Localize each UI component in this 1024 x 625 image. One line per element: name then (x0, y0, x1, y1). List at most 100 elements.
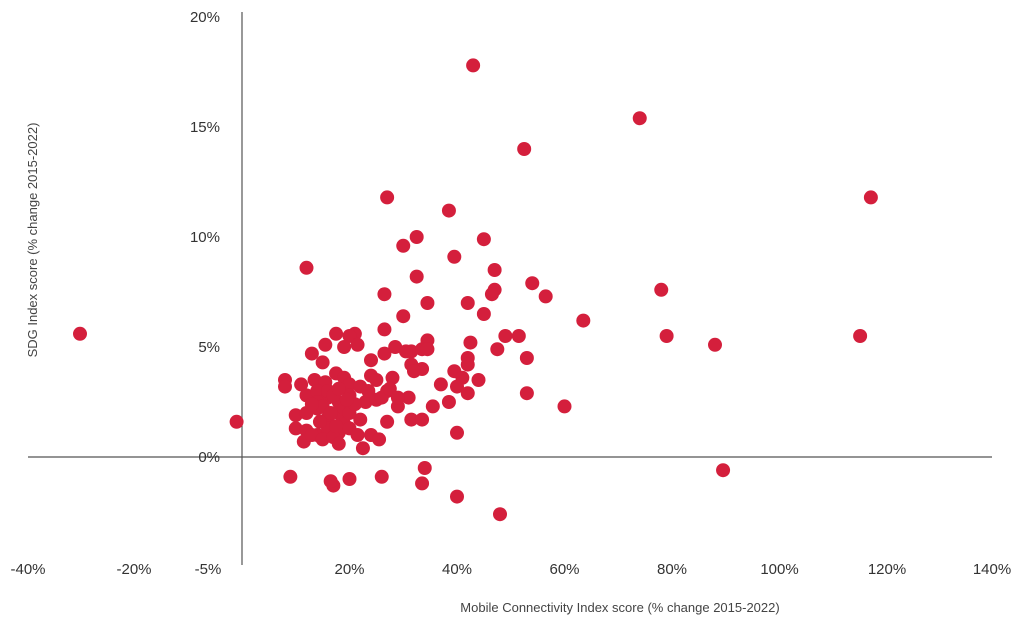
data-point (329, 326, 344, 341)
data-point (420, 342, 435, 357)
data-point (460, 386, 475, 401)
data-point (417, 461, 432, 475)
data-point (342, 377, 357, 392)
x-tick-label: 20% (334, 561, 364, 578)
data-point (404, 412, 419, 427)
data-point (863, 190, 878, 205)
data-point (517, 142, 532, 156)
data-point (498, 329, 513, 343)
data-point (369, 373, 384, 387)
data-point (364, 353, 378, 368)
x-tick-label: -20% (116, 561, 151, 578)
data-point (358, 395, 373, 409)
x-tick-label: 100% (760, 561, 798, 578)
y-tick-label: 0% (198, 449, 220, 466)
data-point (361, 384, 376, 398)
data-point (377, 287, 392, 302)
data-point (299, 260, 314, 275)
data-point (380, 190, 395, 205)
data-point (294, 377, 309, 392)
data-point (447, 249, 462, 264)
data-point (377, 346, 392, 361)
axes (28, 12, 992, 565)
data-point (396, 309, 411, 324)
data-point (425, 399, 440, 414)
x-tick-label: 120% (868, 561, 906, 578)
data-point (329, 419, 344, 434)
data-point (315, 432, 330, 447)
data-point (304, 346, 319, 361)
data-point (632, 111, 647, 126)
data-point (73, 326, 87, 341)
data-point (538, 289, 553, 304)
data-point (466, 58, 481, 73)
data-point (390, 390, 405, 405)
data-point (463, 335, 478, 350)
data-point (385, 370, 400, 385)
x-tick-labels: -40% -20% 20% 40% 60% 80% 100% 120% 140% -5% (10, 561, 1011, 578)
data-point (278, 379, 292, 394)
data-point (511, 329, 526, 343)
data-point (471, 373, 486, 387)
data-point (380, 414, 395, 429)
data-point (493, 507, 507, 522)
data-point (441, 395, 456, 409)
data-point (229, 414, 244, 429)
data-point (525, 276, 540, 291)
data-point (853, 329, 868, 343)
data-point (659, 329, 674, 343)
data-point (342, 472, 357, 486)
data-point (441, 203, 456, 218)
data-point (396, 238, 411, 253)
data-point (350, 428, 365, 442)
data-point (407, 364, 421, 379)
data-point (304, 397, 319, 412)
data-point (433, 377, 448, 392)
data-point (519, 351, 534, 365)
data-point (312, 414, 327, 429)
data-point (315, 355, 330, 370)
data-point (487, 263, 502, 277)
data-point (450, 489, 464, 504)
data-points (73, 58, 878, 522)
y-axis-label: SDG Index score (% change 2015-2022) (25, 123, 40, 358)
data-point (337, 340, 352, 354)
data-point (484, 287, 499, 302)
data-point (476, 232, 491, 247)
x-axis-label: Mobile Connectivity Index score (% chang… (460, 600, 779, 615)
y-tick-label: 5% (198, 339, 220, 356)
data-point (708, 337, 722, 352)
data-point (415, 476, 430, 491)
y-tick-label: 15% (190, 119, 220, 136)
data-point (350, 337, 365, 352)
data-point (450, 379, 464, 394)
data-point (409, 269, 424, 284)
x-tick-label: 80% (657, 561, 687, 578)
data-point (476, 307, 491, 321)
data-point (450, 425, 464, 440)
data-point (460, 357, 475, 372)
y-tick-labels: 20% 15% 10% 5% 0% (190, 9, 220, 466)
y-tick-label: 20% (190, 9, 220, 26)
x-tick-label: -5% (195, 561, 222, 578)
data-point (420, 296, 435, 310)
data-point (304, 428, 319, 442)
data-point (288, 421, 303, 436)
data-point (355, 441, 370, 456)
data-point (716, 463, 731, 478)
x-tick-label: 40% (442, 561, 472, 578)
data-point (557, 399, 572, 414)
data-point (372, 432, 387, 447)
data-point (288, 408, 303, 423)
data-point (460, 296, 475, 310)
data-point (415, 412, 430, 427)
data-point (398, 344, 413, 359)
x-tick-label: 140% (973, 561, 1011, 578)
data-point (318, 337, 333, 352)
data-point (377, 322, 392, 337)
data-point (307, 373, 322, 387)
data-point (323, 474, 338, 489)
x-tick-label: -40% (10, 561, 45, 578)
data-point (388, 340, 403, 354)
